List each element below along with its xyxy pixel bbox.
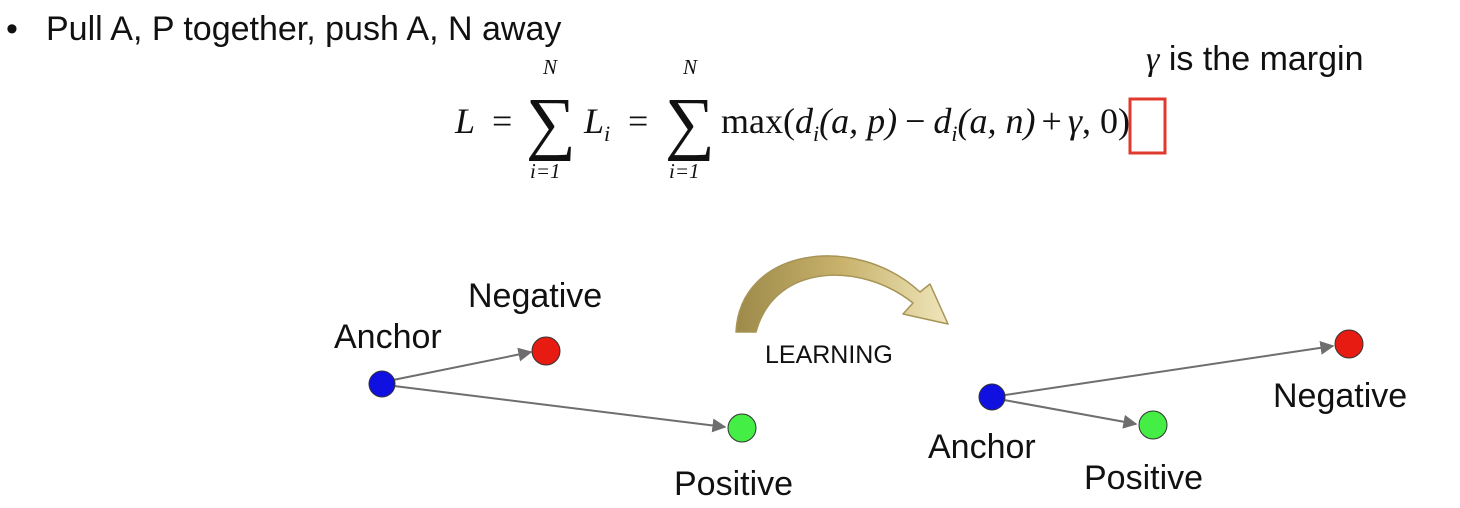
gamma-highlight-box xyxy=(1128,97,1167,155)
formula-equals-2: = xyxy=(628,101,648,141)
minus-sign: − xyxy=(905,101,925,141)
before-negative-point xyxy=(531,336,561,366)
max-open: max( xyxy=(721,101,795,141)
sum-2-upper: N xyxy=(682,55,698,79)
before-anchor-point xyxy=(368,370,396,398)
margin-note-text: is the margin xyxy=(1159,40,1363,78)
bullet-marker: • xyxy=(6,10,18,48)
before-positive-label: Positive xyxy=(674,465,793,503)
after-negative-point xyxy=(1334,329,1364,359)
an-args: (a, n) xyxy=(958,101,1036,141)
term-subscript: i xyxy=(604,121,610,146)
d-an: d xyxy=(933,101,952,141)
before-positive-point xyxy=(727,413,757,443)
after-positive-label: Positive xyxy=(1084,459,1203,497)
after-anchor-label: Anchor xyxy=(928,428,1036,466)
term-base: L xyxy=(583,101,604,141)
after-negative-label: Negative xyxy=(1273,377,1407,415)
before-anchor-label: Anchor xyxy=(334,318,442,356)
margin-note-symbol: γ xyxy=(1146,41,1161,78)
gamma-term: γ xyxy=(1068,101,1083,141)
sum-1-upper: N xyxy=(542,55,558,79)
before-learning-group: Anchor Negative Positive xyxy=(334,277,793,503)
max-tail: , 0) xyxy=(1082,101,1130,141)
d-an-subscript: i xyxy=(951,121,957,146)
ap-args: (a, p) xyxy=(819,101,897,141)
before-arrow-to-negative xyxy=(392,347,533,381)
d-ap: d xyxy=(795,101,814,141)
after-arrow-to-positive xyxy=(1003,399,1138,429)
formula-equals-1: = xyxy=(492,101,512,141)
before-negative-label: Negative xyxy=(468,277,602,315)
sum-1-sign: ∑ xyxy=(526,85,576,162)
formula-max-expression: max(di(a, p) − di(a, n) + γ, 0) xyxy=(721,101,1130,146)
sum-2-sign: ∑ xyxy=(665,85,715,162)
sum-2-lower: i=1 xyxy=(669,159,700,183)
after-learning-group: Anchor Negative Positive xyxy=(928,329,1407,497)
loss-formula: L = N ∑ i=1 Li = N ∑ i=1 max(di(a, p) − di… xyxy=(454,55,1167,183)
learning-arrow-icon xyxy=(735,255,949,333)
learning-label: LEARNING xyxy=(765,341,893,369)
bullet-text: Pull A, P together, push A, N away xyxy=(46,10,561,48)
plus-sign: + xyxy=(1042,101,1062,141)
sum-1-lower: i=1 xyxy=(530,159,561,183)
after-anchor-point xyxy=(978,383,1006,411)
after-arrow-to-negative xyxy=(1004,340,1335,396)
formula-term-L: Li xyxy=(583,101,610,146)
formula-lhs: L xyxy=(454,101,475,141)
after-positive-point xyxy=(1138,410,1168,440)
before-arrow-to-positive xyxy=(393,385,727,433)
margin-note: γ is the margin xyxy=(1146,40,1364,78)
d-ap-subscript: i xyxy=(813,121,819,146)
